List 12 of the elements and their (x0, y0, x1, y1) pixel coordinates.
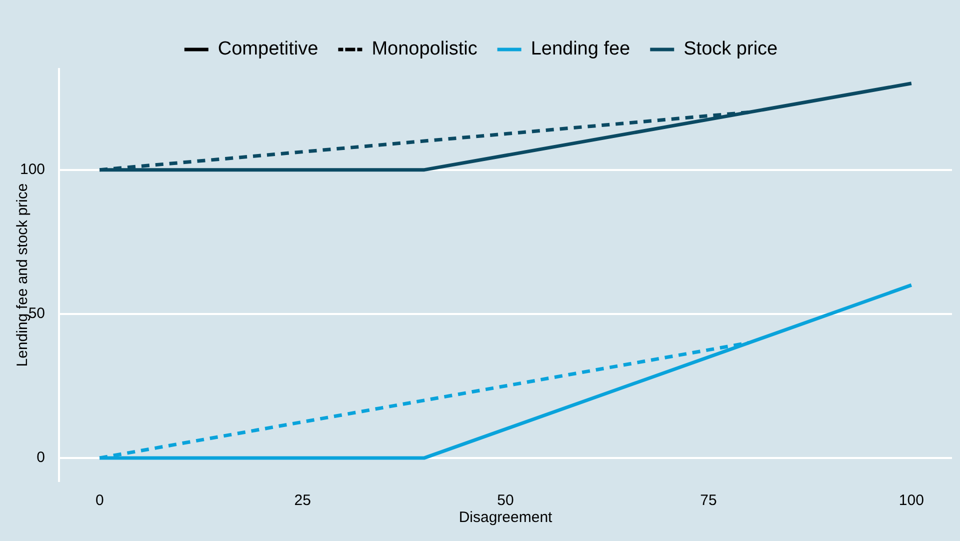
x-tick-label: 25 (294, 492, 311, 510)
legend-label: Stock price (684, 38, 778, 60)
x-tick-label: 100 (898, 492, 924, 510)
legend-label: Monopolistic (372, 38, 478, 60)
legend-label: Competitive (218, 38, 318, 60)
x-tick-label: 0 (95, 492, 104, 510)
x-axis-title: Disagreement (458, 509, 554, 526)
x-tick-label: 50 (497, 492, 514, 510)
legend-label: Lending fee (530, 38, 630, 60)
y-tick-label: 100 (20, 160, 46, 178)
y-tick-label: 0 (36, 449, 46, 466)
x-tick-label: 75 (700, 492, 717, 510)
